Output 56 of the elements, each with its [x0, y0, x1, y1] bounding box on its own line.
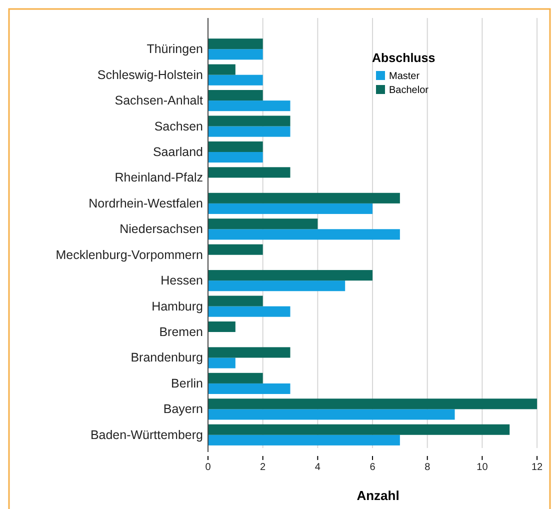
- bar: [208, 372, 263, 384]
- y-tick-label: Mecklenburg-Vorpommern: [56, 248, 204, 262]
- y-tick-label: Baden-Württemberg: [90, 428, 204, 442]
- y-tick-label: Sachsen-Anhalt: [114, 94, 204, 108]
- legend-title: Abschluss: [372, 51, 436, 65]
- bar: [208, 74, 263, 86]
- bar: [208, 229, 400, 240]
- x-tick-label: 0: [205, 462, 212, 474]
- bar: [208, 296, 263, 306]
- bar: [208, 100, 290, 112]
- bar: [208, 141, 263, 152]
- y-tick-label: Hessen: [160, 274, 204, 288]
- x-tick-label: 10: [476, 462, 488, 474]
- x-tick-label: 2: [260, 462, 266, 474]
- y-tick-label: Bayern: [163, 402, 204, 416]
- y-tick-label: Berlin: [171, 376, 204, 390]
- bar: [208, 218, 318, 230]
- bar: [208, 434, 400, 446]
- bar: [208, 280, 346, 292]
- y-tick-label: Rheinland-Pfalz: [114, 170, 203, 185]
- bar: [208, 126, 290, 137]
- bar: [208, 424, 510, 435]
- y-tick-label: Hamburg: [152, 299, 204, 314]
- bar: [208, 398, 538, 410]
- legend-label: Master: [389, 71, 420, 82]
- bar: [208, 192, 400, 204]
- y-tick-label: Niedersachsen: [120, 222, 204, 236]
- y-tick-label: Nordrhein-Westfalen: [88, 196, 204, 210]
- bar: [208, 167, 290, 178]
- bar: [208, 152, 263, 163]
- bar: [208, 409, 455, 420]
- bar: [208, 38, 263, 50]
- x-tick-label: 6: [370, 462, 376, 474]
- y-tick-label: Bremen: [159, 325, 204, 340]
- bar: [208, 306, 290, 317]
- bar: [208, 244, 263, 255]
- bar: [208, 321, 236, 332]
- bar: [208, 90, 263, 101]
- x-tick-label: 12: [531, 462, 544, 474]
- bar: [208, 383, 290, 394]
- y-tick-label: Thüringen: [146, 42, 204, 56]
- bar: [208, 270, 373, 281]
- bar: [208, 116, 290, 126]
- y-tick-label: Schleswig-Holstein: [97, 68, 204, 82]
- x-tick-label: 4: [314, 462, 321, 474]
- bar: [208, 358, 236, 368]
- bar: [208, 49, 263, 60]
- legend-label: Bachelor: [389, 85, 430, 96]
- bar: [208, 347, 290, 358]
- bar: [208, 64, 236, 75]
- x-axis-title: Anzahl: [356, 488, 400, 503]
- y-tick-label: Saarland: [152, 144, 204, 159]
- y-tick-label: Sachsen: [154, 119, 204, 134]
- bar: [208, 203, 373, 214]
- x-tick-label: 8: [424, 462, 431, 474]
- y-tick-label: Brandenburg: [130, 350, 204, 365]
